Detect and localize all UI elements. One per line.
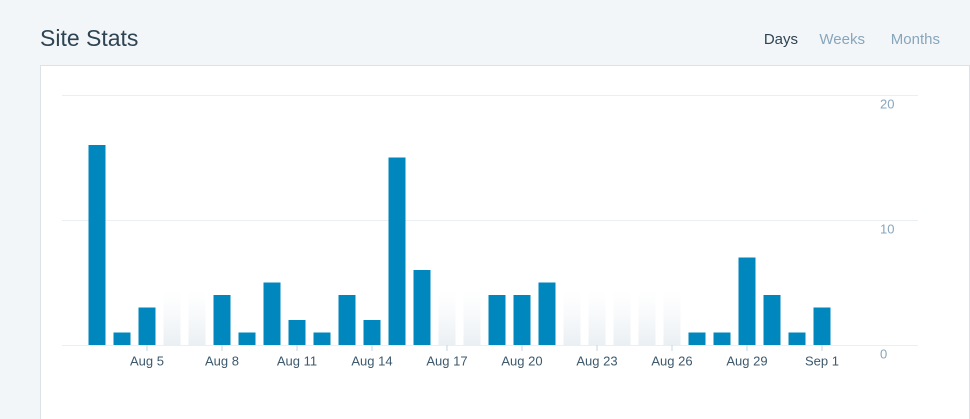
period-tabs: Days Weeks Months bbox=[764, 31, 940, 48]
bar bbox=[363, 320, 381, 345]
bar bbox=[338, 295, 356, 345]
x-tick-label: Aug 23 bbox=[576, 353, 617, 368]
empty-placeholder bbox=[663, 290, 681, 345]
bar bbox=[388, 157, 406, 345]
empty-placeholder bbox=[163, 290, 181, 345]
bar bbox=[88, 145, 106, 345]
x-tick-label: Aug 14 bbox=[351, 353, 392, 368]
bar bbox=[738, 257, 756, 345]
x-tick-label: Aug 11 bbox=[277, 353, 317, 368]
page-title: Site Stats bbox=[40, 25, 138, 51]
chart: 0 10 20 Aug 5 Aug 8 Aug 11 Aug 14 Aug 17 Aug 20 A… bbox=[62, 95, 918, 368]
period-tab[interactable]: Days bbox=[764, 31, 798, 48]
x-tick-label: Aug 29 bbox=[726, 353, 767, 368]
bar bbox=[688, 332, 706, 345]
bar bbox=[113, 332, 131, 345]
empty-placeholder bbox=[463, 290, 481, 345]
bar bbox=[213, 295, 231, 345]
x-tick-label: Sep 1 bbox=[805, 353, 839, 368]
period-tab[interactable]: Weeks bbox=[819, 31, 865, 48]
empty-placeholder bbox=[563, 290, 581, 345]
x-tick-label: Aug 17 bbox=[426, 353, 467, 368]
bar bbox=[238, 332, 256, 345]
bar bbox=[413, 270, 431, 345]
bar bbox=[138, 307, 156, 345]
empty-placeholder bbox=[188, 290, 206, 345]
empty-placeholder bbox=[638, 290, 656, 345]
x-tick-label: Aug 20 bbox=[501, 353, 542, 368]
empty-placeholder bbox=[438, 290, 456, 345]
bar bbox=[288, 320, 306, 345]
x-tick-label: Aug 8 bbox=[205, 353, 239, 368]
empty-placeholder bbox=[588, 290, 606, 345]
y-tick-label: 10 bbox=[880, 221, 894, 236]
x-tick-label: Aug 26 bbox=[651, 353, 692, 368]
bar bbox=[813, 307, 831, 345]
bar bbox=[313, 332, 331, 345]
period-tab[interactable]: Months bbox=[891, 31, 940, 48]
y-tick-label: 20 bbox=[880, 96, 894, 111]
y-tick-label: 0 bbox=[880, 346, 887, 361]
bar bbox=[513, 295, 531, 345]
empty-placeholder bbox=[613, 290, 631, 345]
bar bbox=[763, 295, 781, 345]
chart-card bbox=[40, 65, 970, 419]
bar bbox=[713, 332, 731, 345]
bar bbox=[788, 332, 806, 345]
x-tick-label: Aug 5 bbox=[130, 353, 164, 368]
bar bbox=[538, 282, 556, 345]
bar bbox=[263, 282, 281, 345]
bar bbox=[488, 295, 506, 345]
